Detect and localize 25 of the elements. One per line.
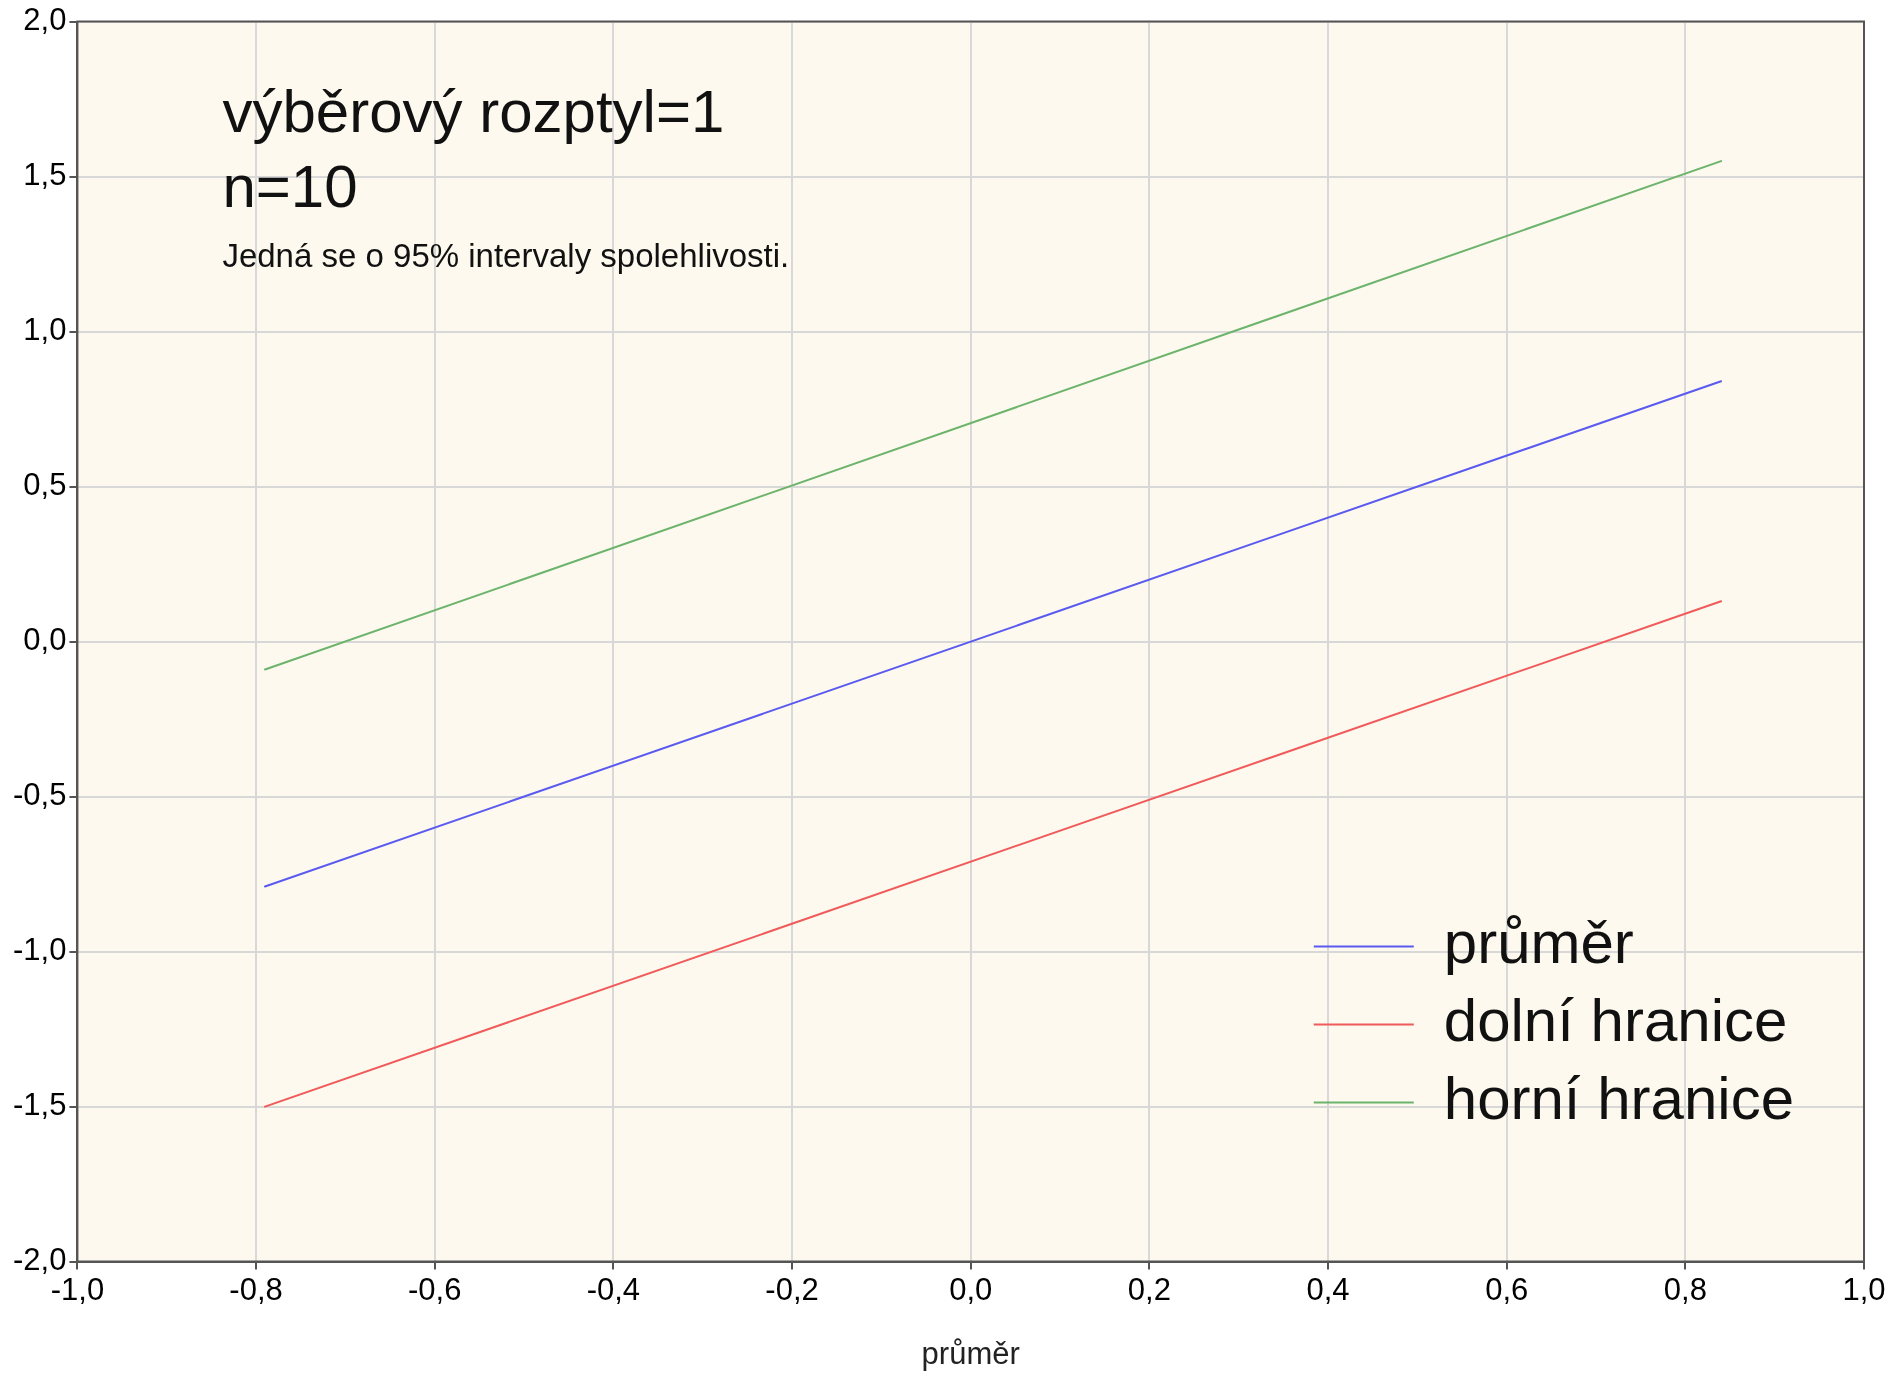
- x-tick-label: -0,2: [765, 1271, 819, 1307]
- y-tick-label: 2,0: [23, 2, 67, 38]
- y-tick-label: -0,5: [13, 777, 67, 813]
- y-tick-label: -1,5: [13, 1087, 67, 1123]
- annotation: výběrový rozptyl=1: [222, 77, 725, 145]
- y-tick-label: 0,5: [23, 467, 67, 503]
- legend-label: horní hranice: [1443, 1065, 1794, 1133]
- x-tick-label: -0,4: [586, 1271, 641, 1307]
- x-tick-label: 1,0: [1842, 1271, 1886, 1307]
- y-tick-label: 0,0: [23, 622, 67, 658]
- y-tick-label: 1,5: [23, 157, 67, 193]
- annotation: Jedná se o 95% intervaly spolehlivosti.: [222, 236, 790, 274]
- y-tick-label: 1,0: [23, 312, 67, 348]
- legend-label: průměr: [1443, 909, 1634, 977]
- x-tick-label: -0,6: [408, 1271, 462, 1307]
- x-tick-label: 0,0: [949, 1271, 993, 1307]
- x-tick-label: 0,4: [1306, 1271, 1350, 1307]
- x-tick-label: 0,6: [1485, 1271, 1529, 1307]
- x-tick-label: 0,8: [1663, 1271, 1707, 1307]
- annotation: n=10: [222, 152, 358, 220]
- x-axis-title: průměr: [921, 1335, 1020, 1371]
- legend-label: dolní hranice: [1443, 987, 1788, 1055]
- x-tick-label: -0,8: [229, 1271, 283, 1307]
- y-tick-label: -1,0: [13, 932, 67, 968]
- x-tick-label: 0,2: [1127, 1271, 1171, 1307]
